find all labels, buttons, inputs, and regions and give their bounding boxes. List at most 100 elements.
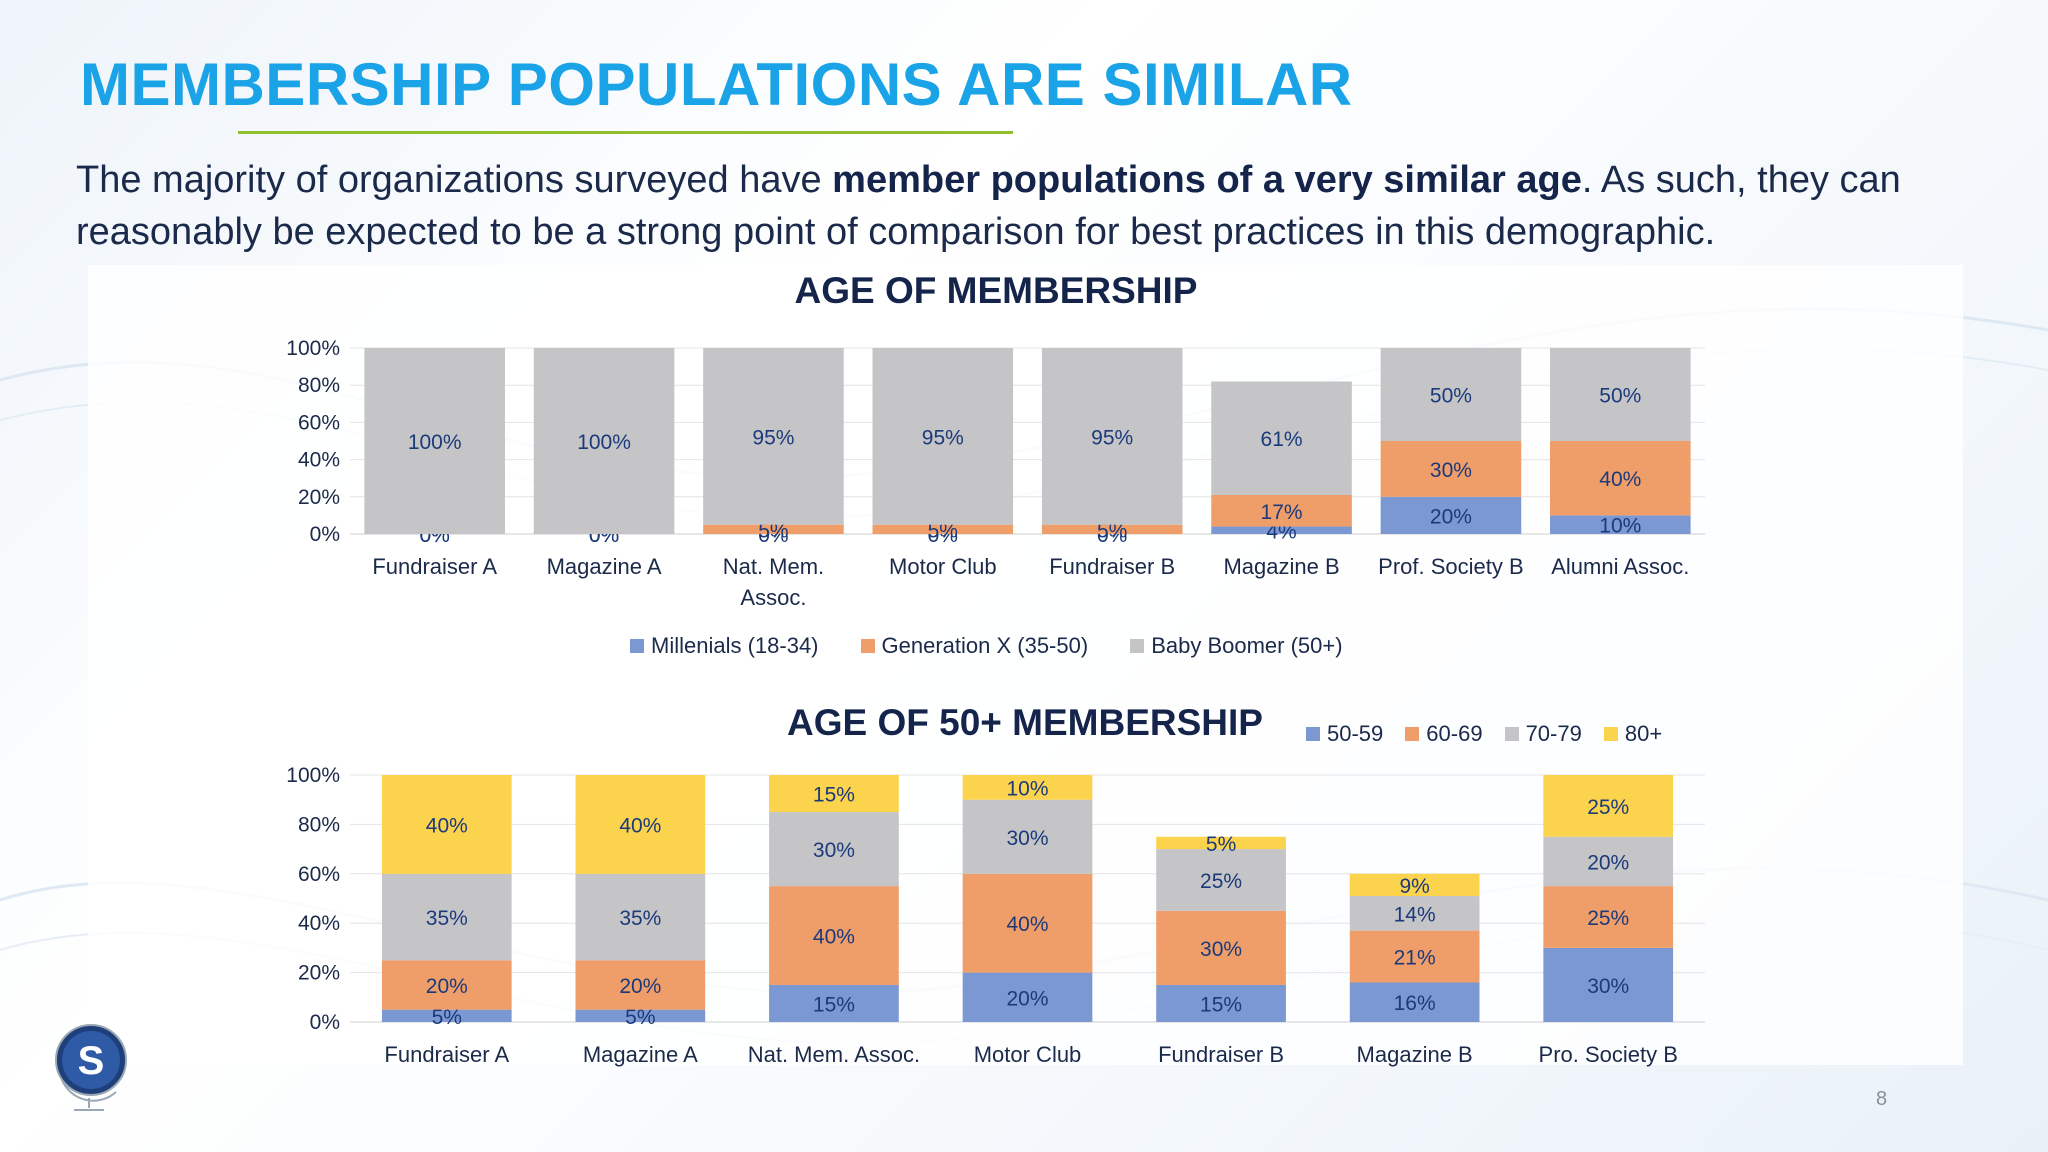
data-label: 100% (577, 431, 631, 454)
x-category-label: Magazine A (547, 554, 662, 579)
bar-segment (1156, 836, 1286, 850)
legend-label: Generation X (35-50) (881, 633, 1089, 658)
y-tick-label: 20% (298, 962, 340, 985)
data-label: 61% (1261, 428, 1303, 451)
data-label: 10% (1599, 515, 1641, 538)
bar-segment (962, 873, 1093, 973)
chart2-title: AGE OF 50+ MEMBERSHIP (787, 702, 1263, 743)
legend-swatch (1306, 727, 1320, 741)
data-label: 20% (1587, 851, 1629, 874)
data-label: 40% (619, 814, 661, 837)
y-tick-label: 100% (286, 337, 340, 360)
y-tick-label: 100% (286, 764, 340, 787)
bar-segment (381, 1009, 512, 1022)
bar-segment (1211, 526, 1352, 534)
intro-text-bold: member populations of a very similar age (832, 159, 1582, 201)
bar-segment (1543, 947, 1674, 1022)
legend-swatch (630, 639, 644, 653)
data-label: 5% (758, 519, 788, 542)
data-label: 40% (426, 814, 468, 837)
legend-item: 50-59 (1306, 721, 1383, 747)
data-label: 95% (922, 426, 964, 449)
data-label: 15% (813, 784, 855, 807)
data-label: 30% (1200, 938, 1242, 961)
legend-swatch (1603, 727, 1618, 741)
bar-segment (703, 348, 844, 525)
data-label: 5% (928, 519, 958, 542)
data-label: 40% (1599, 468, 1641, 491)
bar-segment (872, 524, 1014, 534)
chart1-title: AGE OF MEMBERSHIP (794, 270, 1198, 311)
data-label: 16% (1394, 992, 1436, 1015)
legend-swatch (1405, 727, 1420, 741)
legend-label: 50-59 (1327, 721, 1384, 746)
page-number: 8 (1876, 1088, 1888, 1110)
bar-segment (1211, 494, 1352, 527)
intro-text-start: The majority of organizations surveyed h… (76, 159, 833, 201)
x-category-label: Fundraiser A (384, 1042, 509, 1067)
data-label: 30% (1430, 459, 1472, 482)
data-label: 95% (1091, 426, 1133, 449)
bar-segment (1349, 930, 1480, 983)
x-category-label: Motor Club (889, 554, 997, 579)
company-logo: S (55, 1024, 127, 1111)
y-tick-label: 60% (298, 863, 340, 886)
bar-segment (1543, 836, 1674, 887)
y-tick-label: 40% (298, 449, 340, 472)
x-category-label: Fundraiser A (372, 554, 497, 579)
bar-segment (769, 886, 899, 985)
bar-segment (703, 524, 844, 534)
legend-label: 80+ (1624, 721, 1663, 746)
x-category-label: Prof. Society B (1378, 554, 1524, 579)
bar-segment (962, 775, 1093, 800)
bar-segment (575, 775, 706, 874)
legend-item: 80+ (1603, 721, 1663, 747)
y-tick-label: 80% (298, 374, 340, 397)
data-label: 100% (408, 431, 462, 454)
data-label: 95% (752, 426, 794, 449)
bar-segment (1041, 524, 1183, 534)
data-label: 50% (1430, 385, 1472, 408)
bar-segment (962, 972, 1093, 1022)
bar-segment (381, 775, 512, 874)
bar-segment (1349, 896, 1480, 931)
legend-item: Millenials (18-34) (630, 633, 819, 659)
legend-item: 60-69 (1405, 721, 1483, 747)
bar-segment (769, 775, 899, 813)
bar-segment (364, 348, 505, 534)
bar-segment (575, 960, 706, 1010)
x-category-label: Alumni Assoc. (1551, 554, 1689, 579)
x-category-label: Nat. Mem. (723, 554, 824, 579)
data-label: 20% (1430, 505, 1472, 528)
x-category-label: Nat. Mem. Assoc. (748, 1042, 920, 1067)
chart1-legend: Millenials (18-34) Generation X (35-50) Ba… (630, 633, 1343, 659)
legend-label: 60-69 (1426, 721, 1483, 746)
bar-segment (962, 799, 1093, 874)
x-category-label: Magazine A (583, 1042, 698, 1067)
x-category-label: Fundraiser B (1049, 554, 1175, 579)
data-label: 15% (813, 993, 855, 1016)
slide-title: MEMBERSHIP POPULATIONS ARE SIMILAR (80, 51, 1353, 118)
bar-segment (769, 812, 899, 887)
bar-segment (1380, 496, 1522, 534)
y-tick-label: 60% (298, 411, 340, 434)
legend-label: 70-79 (1525, 721, 1582, 746)
y-tick-label: 80% (298, 813, 340, 836)
data-label: 40% (813, 926, 855, 949)
x-category-label: Fundraiser B (1158, 1042, 1284, 1067)
legend-label: Millenials (18-34) (651, 633, 819, 658)
legend-item: 70-79 (1504, 721, 1582, 747)
x-category-label: Magazine B (1223, 554, 1339, 579)
data-label: 25% (1587, 796, 1629, 819)
chart2-legend: 50-59 60-69 70-79 80+ (1306, 721, 1684, 747)
logo-letter: S (78, 1039, 105, 1083)
bar-segment (1550, 348, 1691, 441)
bar-segment (381, 873, 512, 961)
y-tick-label: 0% (310, 1011, 340, 1034)
data-label: 25% (1200, 870, 1242, 893)
bar-segment (1211, 381, 1352, 495)
bar-segment (1543, 886, 1674, 948)
data-label: 10% (1006, 777, 1048, 800)
